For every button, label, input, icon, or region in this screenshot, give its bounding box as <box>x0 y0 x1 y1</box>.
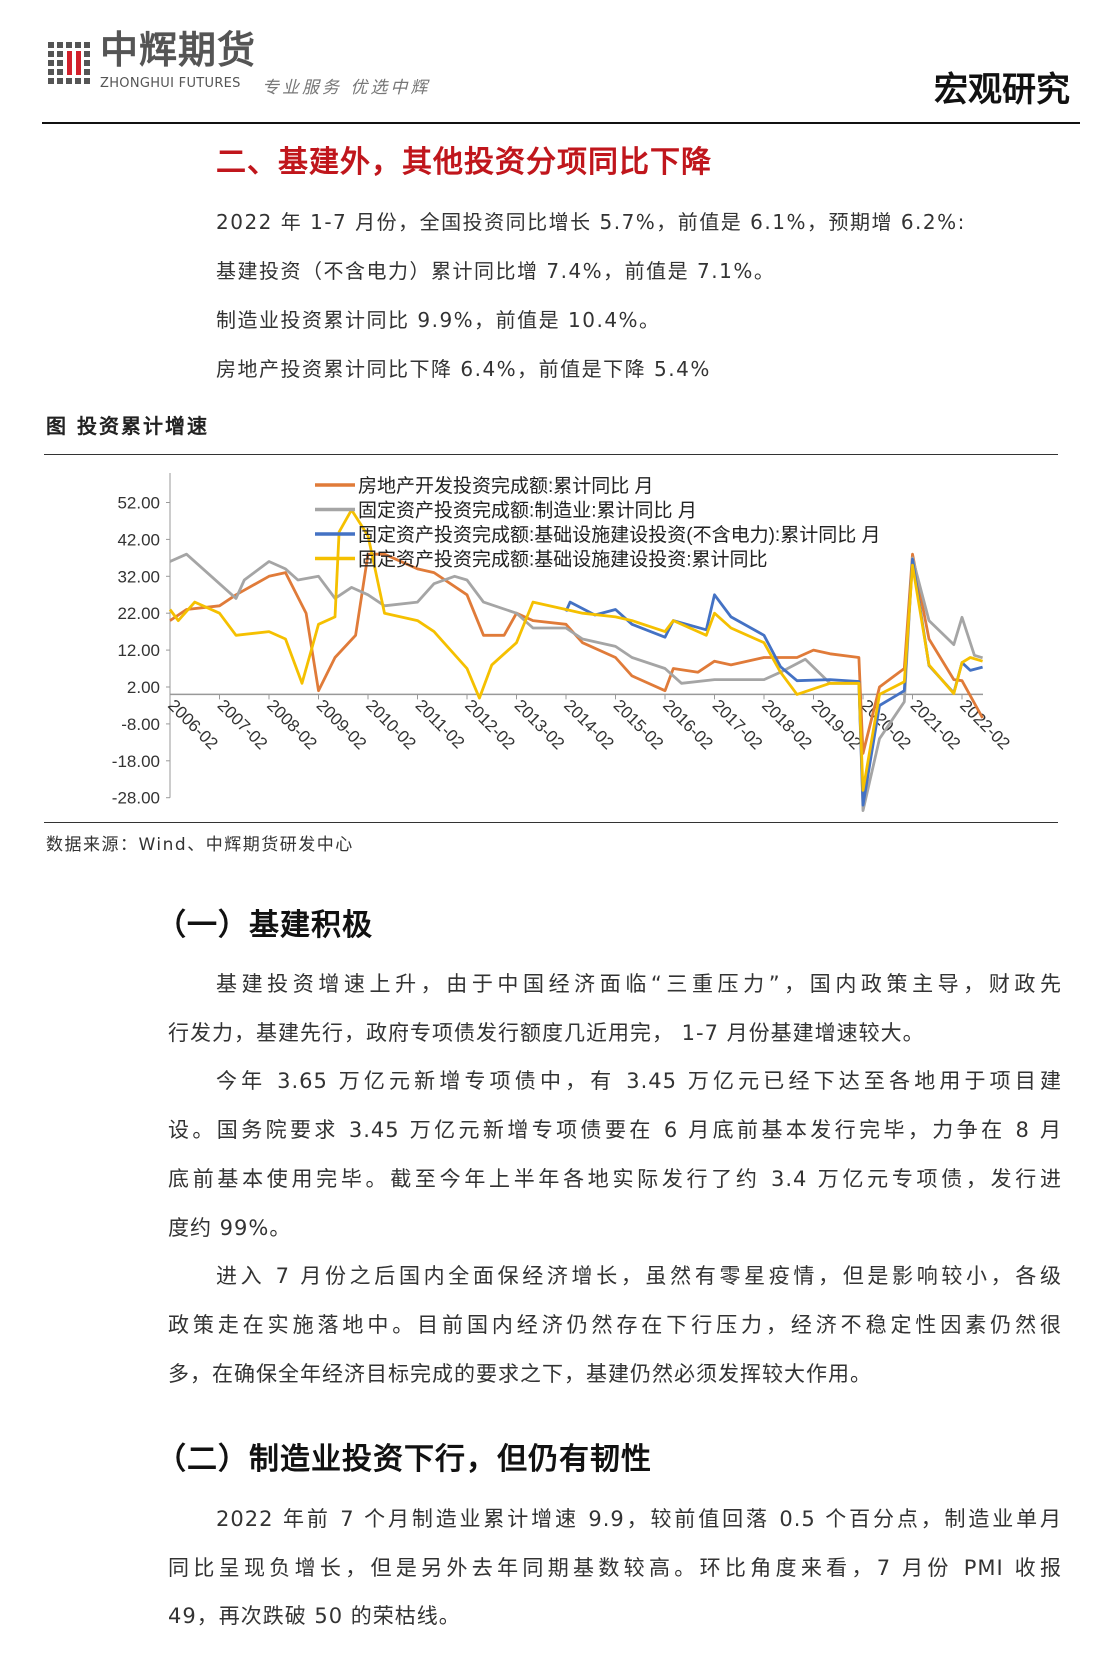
paragraph-line: 基建投资增速上升，由于中国经济面临“三重压力”，国内政策主导，财政先 <box>216 972 1062 996</box>
paragraph-line: 多，在确保全年经济目标完成的要求之下，基建仍然必须发挥较大作用。 <box>168 1361 872 1386</box>
figure-top-rule <box>44 454 1058 455</box>
section-heading: （二）制造业投资下行，但仍有韧性 <box>156 1442 652 1477</box>
paragraph-line: 设。国务院要求 3.45 万亿元新增专项债要在 6 月底前基本发行完毕，力争在 … <box>168 1118 1062 1143</box>
x-tick-label: 2010-02 <box>362 696 420 754</box>
y-tick-label: 22.00 <box>117 604 160 623</box>
summary-line: 房地产投资累计同比下降 6.4%，前值是下降 5.4% <box>216 357 711 381</box>
figure-source: 数据来源：Wind、中辉期货研发中心 <box>46 835 354 855</box>
paragraph-line: 同比呈现负增长，但是另外去年同期基数较高。环比角度来看，7 月份 PMI 收报 <box>168 1555 1063 1580</box>
series-line <box>169 552 984 755</box>
x-tick-label: 2016-02 <box>659 696 717 754</box>
legend-label: 固定资产投资完成额:制造业:累计同比 月 <box>358 500 697 522</box>
x-tick-label: 2009-02 <box>313 696 371 754</box>
y-tick-label: 32.00 <box>117 567 160 586</box>
page-title: 二、基建外，其他投资分项同比下降 <box>216 145 712 180</box>
y-tick-label: 2.00 <box>127 678 160 697</box>
paragraph-line: 进入 7 月份之后国内全面保经济增长，虽然有零星疫情，但是影响较小，各级 <box>216 1264 1062 1289</box>
figure-caption: 图 投资累计增速 <box>46 414 209 438</box>
summary-line: 2022 年 1-7 月份，全国投资同比增长 5.7%，前值是 6.1%，预期增… <box>216 210 966 234</box>
logo-name: 中辉期货 <box>100 28 257 72</box>
logo-mark <box>48 40 90 88</box>
y-tick-label: 42.00 <box>117 530 160 549</box>
figure-bottom-rule <box>44 822 1058 823</box>
header-divider <box>42 122 1080 124</box>
x-tick-label: 2014-02 <box>560 696 618 754</box>
y-tick-label: -8.00 <box>121 715 160 734</box>
paragraph-line: 底前基本使用完毕。截至今年上半年各地实际发行了约 3.4 万亿元专项债，发行进 <box>168 1166 1062 1191</box>
x-tick-label: 2013-02 <box>511 696 569 754</box>
x-tick-label: 2012-02 <box>461 696 519 754</box>
section-heading: （一）基建积极 <box>156 908 373 943</box>
y-tick-label: 52.00 <box>117 494 160 513</box>
paragraph-line: 政策走在实施落地中。目前国内经济仍然存在下行压力，经济不稳定性因素仍然很 <box>168 1312 1062 1337</box>
x-tick-label: 2007-02 <box>214 696 272 754</box>
x-tick-label: 2019-02 <box>808 696 866 754</box>
logo-english: ZHONGHUI FUTURES <box>100 76 241 91</box>
x-tick-label: 2008-02 <box>263 696 321 754</box>
legend-label: 固定资产投资完成额:基础设施建设投资(不含电力):累计同比 月 <box>358 524 881 546</box>
x-tick-label: 2011-02 <box>412 696 469 753</box>
x-tick-label: 2021-02 <box>907 696 965 754</box>
x-tick-label: 2006-02 <box>164 696 222 754</box>
x-tick-label: 2022-02 <box>956 696 1014 754</box>
x-tick-label: 2017-02 <box>709 696 767 754</box>
summary-line: 基建投资（不含电力）累计同比增 7.4%，前值是 7.1%。 <box>216 259 776 283</box>
legend-label: 房地产开发投资完成额:累计同比 月 <box>358 475 654 497</box>
y-tick-label: 12.00 <box>117 641 160 660</box>
x-tick-label: 2018-02 <box>758 696 816 754</box>
section-tag: 宏观研究 <box>934 70 1070 110</box>
y-tick-label: -28.00 <box>112 789 160 808</box>
series-line <box>169 552 984 812</box>
legend-label: 固定资产投资完成额:基础设施建设投资:累计同比 <box>358 549 768 571</box>
line-chart: 52.00 42.00 32.00 22.00 12.00 2.00 -8.00 -18.00… <box>112 472 1014 812</box>
x-tick-label: 2015-02 <box>610 696 668 754</box>
paragraph-line: 49，再次跌破 50 的荣枯线。 <box>168 1604 461 1629</box>
paragraph-line: 2022 年前 7 个月制造业累计增速 9.9，较前值回落 0.5 个百分点，制… <box>216 1507 1062 1531</box>
series-line <box>168 508 984 792</box>
paragraph-line: 行发力，基建先行，政府专项债发行额度几近用完， 1-7 月份基建增速较大。 <box>168 1020 925 1045</box>
logo-slogan: 专业服务 优选中辉 <box>262 78 431 98</box>
summary-line: 制造业投资累计同比 9.9%，前值是 10.4%。 <box>216 308 661 332</box>
paragraph-line: 今年 3.65 万亿元新增专项债中，有 3.45 万亿元已经下达至各地用于项目建 <box>216 1069 1062 1094</box>
y-tick-label: -18.00 <box>112 752 160 771</box>
paragraph-line: 度约 99%。 <box>168 1215 292 1240</box>
